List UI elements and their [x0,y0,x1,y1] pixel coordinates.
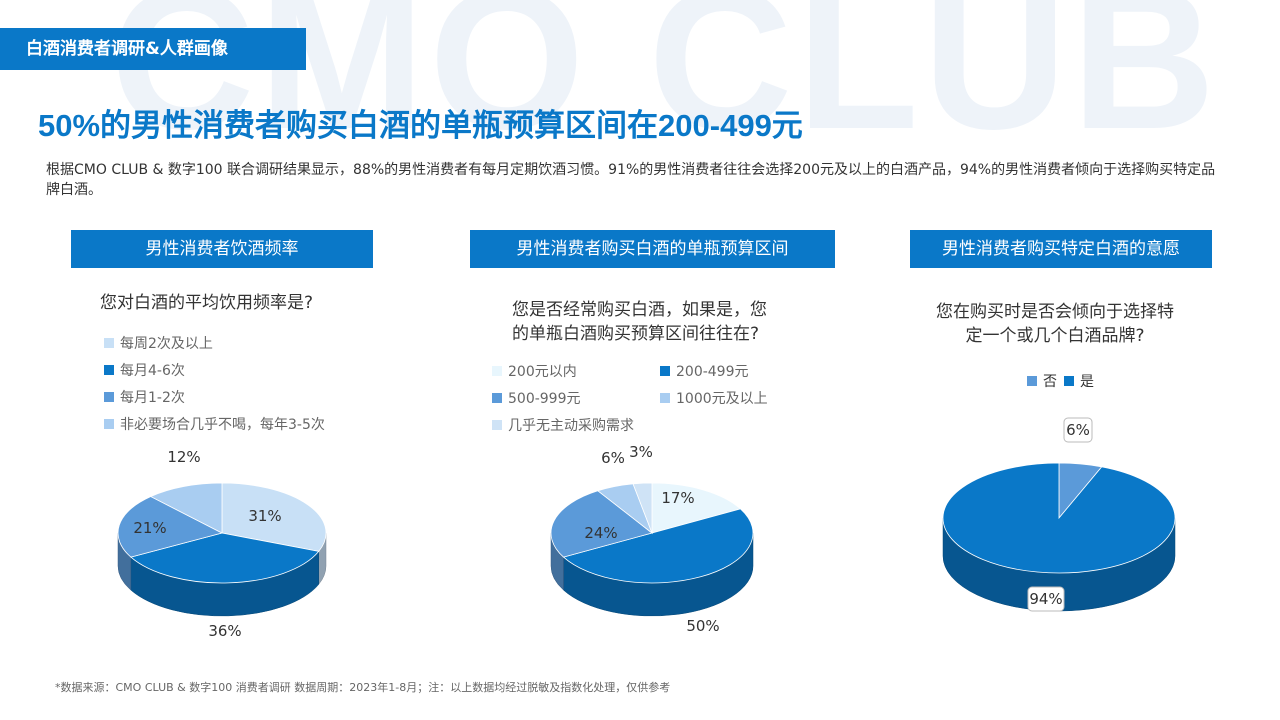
legend-swatch [492,393,502,403]
intro-paragraph: 根据CMO CLUB & 数字100 联合调研结果显示，88%的男性消费者有每月… [46,162,1216,198]
legend-label: 200元以内 [508,364,577,380]
data-label: 17% [661,489,694,507]
legend-swatch [104,365,114,375]
legend-label: 200-499元 [676,364,749,380]
data-label: 6% [601,449,625,467]
legend-label: 非必要场合几乎不喝，每年3-5次 [120,417,325,433]
pie-slice [221,482,327,552]
pie-slice [117,496,224,558]
data-label: 36% [208,622,241,640]
legend-item: 每周2次及以上 [104,333,213,353]
background-watermark: CMO CLUB [110,0,1220,171]
legend-item: 否 [1027,371,1057,391]
legend-swatch [104,419,114,429]
question-frequency: 您对白酒的平均饮用频率是? [100,291,313,315]
pie-slice [130,532,320,584]
question-line: 您是否经常购买白酒，如果是，您 [512,300,767,320]
data-label: 3% [629,443,653,461]
legend-swatch [104,338,114,348]
legend-label: 否 [1043,374,1057,390]
legend-item: 1000元及以上 [660,388,768,408]
pie-slice [651,482,742,534]
panel-header-brand: 男性消费者购买特定白酒的意愿 [910,230,1212,268]
legend-label: 每月4-6次 [120,363,185,379]
legend-label: 是 [1080,374,1094,390]
legend-item: 每月1-2次 [104,387,185,407]
data-label-box [1027,586,1065,612]
pie-slice [550,490,653,558]
legend-item: 非必要场合几乎不喝，每年3-5次 [104,414,325,434]
question-line: 您在购买时是否会倾向于选择特 [936,302,1174,322]
pie-slice [632,482,653,534]
legend-item: 200元以内 [492,361,577,381]
legend-item: 是 [1064,371,1094,391]
legend-swatch [1064,376,1074,386]
legend-item: 200-499元 [660,361,749,381]
page-headline: 50%的男性消费者购买白酒的单瓶预算区间在200-499元 [38,108,803,143]
data-label: 50% [686,617,719,635]
legend-swatch [1027,376,1037,386]
question-line: 定一个或几个白酒品牌? [965,326,1145,346]
data-label-box [1063,417,1093,443]
legend-item: 500-999元 [492,388,581,408]
legend-label: 500-999元 [508,391,581,407]
legend-item: 每月4-6次 [104,360,185,380]
data-label: 12% [167,448,200,466]
legend-swatch [492,366,502,376]
question-budget: 您是否经常购买白酒，如果是，您 的单瓶白酒购买预算区间往往在? [512,298,812,346]
legend-swatch [492,420,502,430]
legend-swatch [660,366,670,376]
question-line: 您对白酒的平均饮用频率是? [100,293,314,313]
panel-header-frequency: 男性消费者饮酒频率 [71,230,373,268]
question-line: 的单瓶白酒购买预算区间往往在? [512,324,760,344]
question-brand: 您在购买时是否会倾向于选择特 定一个或几个白酒品牌? [920,300,1190,348]
legend-label: 每月1-2次 [120,390,185,406]
data-label: 94% [1029,590,1062,608]
footnote: *数据来源：CMO CLUB & 数字100 消费者调研 数据周期：2023年1… [55,681,671,694]
legend-item: 几乎无主动采购需求 [492,415,634,435]
data-label: 31% [248,507,281,525]
legend-label: 每周2次及以上 [120,336,213,352]
legend-swatch [660,393,670,403]
pie-slice [562,508,754,584]
pie-chart-2: 17% 50% 24% 6% 3% [550,443,754,635]
pie-slice [149,482,223,534]
legend-swatch [104,392,114,402]
legend-label: 1000元及以上 [676,391,768,407]
pie-chart-1: 31% 36% 21% 12% [117,448,327,640]
data-label: 6% [1066,421,1090,439]
legend-label: 几乎无主动采购需求 [508,418,634,434]
data-label: 24% [584,524,617,542]
pie-slice [942,462,1176,574]
pie-chart-3: 6% 94% [942,417,1176,612]
panel-header-budget: 男性消费者购买白酒的单瓶预算区间 [470,230,835,268]
data-label: 21% [133,519,166,537]
section-tag: 白酒消费者调研&人群画像 [0,28,306,70]
